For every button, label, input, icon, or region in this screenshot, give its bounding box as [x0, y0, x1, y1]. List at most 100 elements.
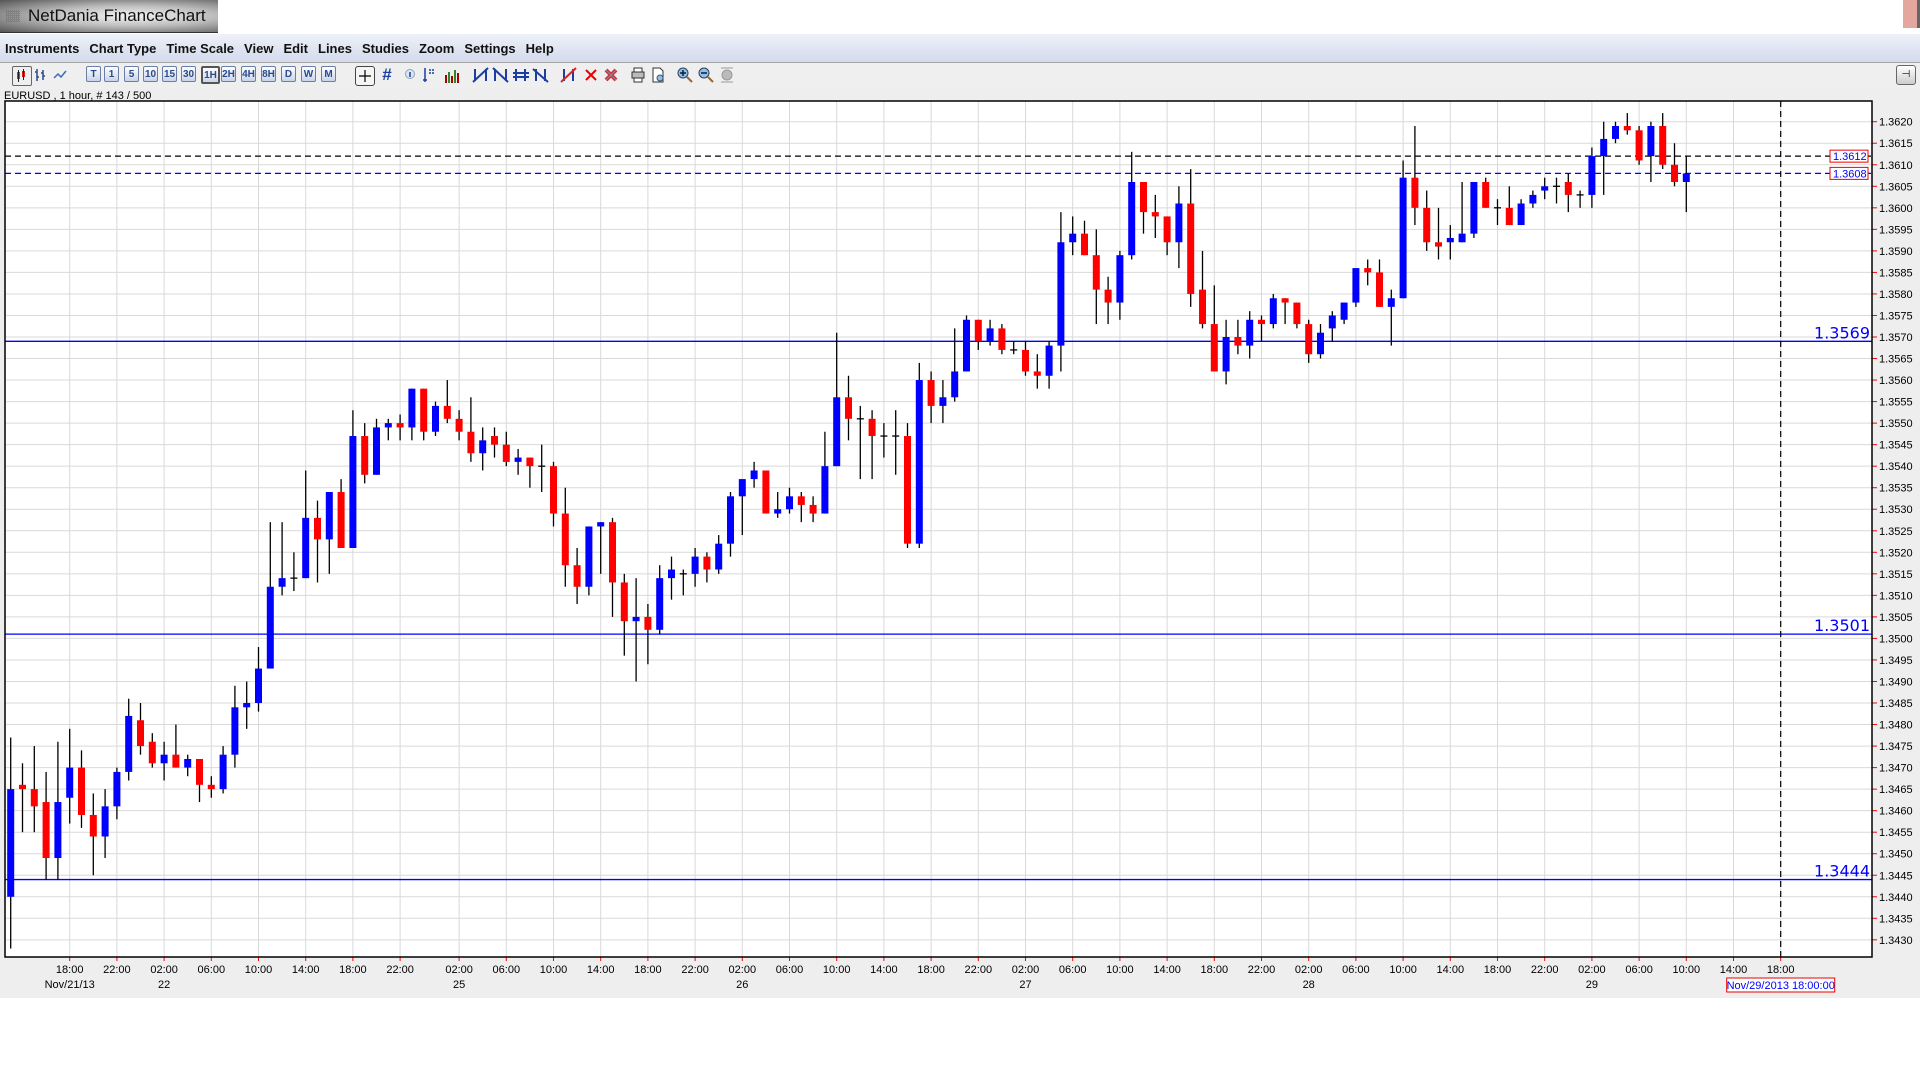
candle-body-down	[974, 319, 982, 342]
candle	[196, 758, 203, 803]
timeframe-t-button[interactable]: T	[86, 66, 101, 82]
volume-bars-icon[interactable]	[444, 66, 462, 84]
candle-body-up	[219, 754, 227, 790]
pin-panel-button[interactable]: ⊣	[1896, 65, 1916, 85]
timeframe-d-button[interactable]: D	[281, 66, 296, 82]
y-tick-label: 1.3555	[1879, 397, 1913, 409]
candle	[1151, 194, 1159, 238]
print-preview-icon[interactable]	[650, 66, 666, 84]
candle-body-down	[762, 470, 770, 514]
menu-edit[interactable]: Edit	[283, 40, 308, 56]
timeframe-10-button[interactable]: 10	[143, 66, 158, 82]
candle-body-up	[302, 517, 310, 579]
app-title-tab[interactable]: NetDania FinanceChart	[0, 0, 218, 33]
candle-body-down	[1505, 207, 1513, 226]
candle-body-up	[915, 380, 923, 544]
timeframe-4h-button[interactable]: 4H	[241, 66, 256, 82]
channel-line-icon[interactable]	[492, 66, 510, 84]
timeframe-m-button[interactable]: M	[321, 66, 336, 82]
x-tick-label: 22:00	[1531, 964, 1559, 976]
menu-view[interactable]: View	[244, 40, 274, 56]
menu-instruments[interactable]: Instruments	[5, 40, 80, 56]
candle	[491, 427, 498, 458]
timeframe-1h-button[interactable]: 1H	[201, 66, 220, 84]
timeframe-2h-button[interactable]: 2H	[221, 66, 236, 82]
menu-help[interactable]: Help	[525, 40, 554, 56]
candlestick-chart-icon[interactable]	[12, 66, 32, 86]
candle-body-up	[691, 556, 699, 574]
menu-time-scale[interactable]: Time Scale	[166, 40, 235, 56]
candle-body-up	[325, 492, 333, 540]
candle	[585, 526, 593, 596]
timeframe-15-button[interactable]: 15	[162, 66, 177, 82]
candle	[42, 771, 50, 880]
candle	[1647, 121, 1655, 182]
candle-body-down	[1411, 177, 1419, 208]
menu-zoom[interactable]: Zoom	[418, 40, 455, 56]
delete-line-icon[interactable]	[560, 66, 578, 84]
candle-body-down	[703, 556, 711, 570]
candle	[514, 448, 522, 475]
fibonacci-line-icon[interactable]	[532, 66, 550, 84]
zoom-in-icon[interactable]	[677, 66, 693, 84]
candle	[1553, 177, 1560, 204]
candle	[1033, 354, 1041, 389]
x-tick-label: 02:00	[150, 964, 178, 976]
candle	[561, 487, 569, 587]
print-icon[interactable]	[630, 66, 646, 84]
x-date-label: 26	[736, 979, 748, 991]
candle	[1163, 216, 1171, 256]
candle	[278, 522, 286, 596]
candle-body-up	[1045, 345, 1053, 376]
timeframe-8h-button[interactable]: 8H	[261, 66, 276, 82]
candle	[243, 681, 251, 729]
menu-lines[interactable]: Lines	[318, 40, 352, 56]
candle	[1081, 220, 1088, 256]
candle	[1612, 121, 1619, 144]
timeframe-1-button[interactable]: 1	[104, 66, 119, 82]
candle	[113, 767, 121, 820]
candle	[255, 647, 262, 712]
data-window-icon[interactable]	[422, 66, 438, 84]
x-tick-label: 18:00	[917, 964, 945, 976]
candle	[856, 405, 864, 480]
y-tick-label: 1.3580	[1879, 289, 1913, 301]
candle-body-up	[266, 586, 274, 669]
candle-body-up	[160, 754, 168, 764]
candle	[337, 479, 345, 548]
y-tick-label: 1.3440	[1879, 892, 1913, 904]
candle-body-down	[526, 457, 534, 467]
timeframe-30-button[interactable]: 30	[181, 66, 196, 82]
candle-body-up	[786, 496, 793, 510]
timeframe-w-button[interactable]: W	[301, 66, 316, 82]
candle-body-up	[373, 427, 380, 475]
bar-chart-icon[interactable]	[33, 66, 49, 84]
close-icon[interactable]	[583, 66, 599, 84]
menu-chart-type[interactable]: Chart Type	[89, 40, 157, 56]
candle-body-up	[1175, 203, 1183, 243]
candle	[845, 375, 852, 441]
x-date-label: 22	[158, 979, 170, 991]
candle	[89, 793, 97, 876]
delete-all-icon[interactable]	[603, 66, 619, 84]
timeframe-5-button[interactable]: 5	[124, 66, 139, 82]
menu-studies[interactable]: Studies	[361, 40, 409, 56]
line-chart-icon[interactable]	[52, 66, 68, 84]
candle-body-up	[585, 526, 593, 587]
candle-body-up	[939, 397, 947, 406]
info-icon[interactable]	[404, 66, 416, 84]
grid-icon[interactable]: #	[382, 65, 392, 84]
horizontal-line-icon[interactable]	[512, 66, 530, 84]
y-tick-label: 1.3585	[1879, 267, 1913, 279]
menu-settings[interactable]: Settings	[464, 40, 516, 56]
level-label: 1.3501	[1814, 616, 1870, 635]
x-tick-label: 18:00	[56, 964, 84, 976]
zoom-out-icon[interactable]	[698, 66, 714, 84]
candle	[1092, 229, 1100, 325]
crosshair-icon[interactable]	[355, 66, 375, 86]
trendline-icon[interactable]	[472, 66, 490, 84]
candle	[1234, 319, 1242, 355]
candle-body-up	[7, 789, 15, 897]
candle	[1435, 207, 1442, 260]
